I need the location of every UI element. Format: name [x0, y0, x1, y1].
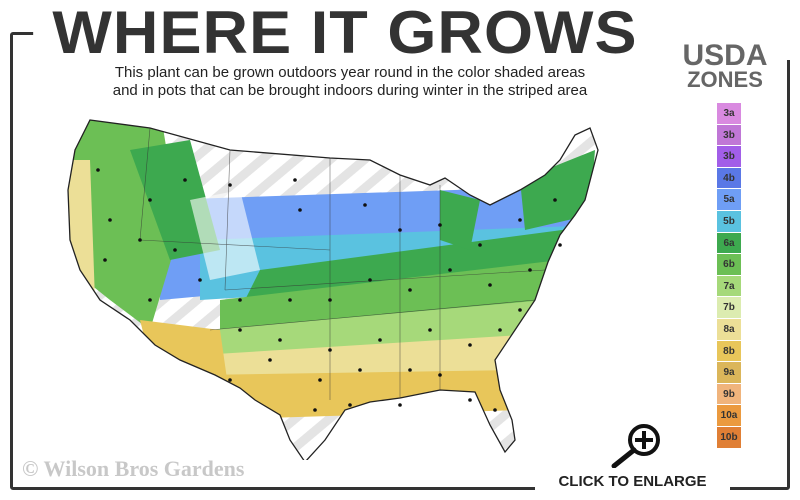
- legend-zone-3a: 3a: [717, 103, 741, 125]
- state-borders: [139, 127, 546, 400]
- legend-zone-5a: 5a: [717, 189, 741, 211]
- city-dot: [103, 258, 107, 262]
- legend-zone-4b: 4b: [717, 167, 741, 190]
- city-dot: [358, 368, 362, 372]
- city-dot: [398, 403, 402, 407]
- usda-zone-map[interactable]: [40, 110, 600, 460]
- legend-backdrop: [655, 20, 795, 60]
- city-dot: [558, 243, 562, 247]
- city-dot: [398, 228, 402, 232]
- subtitle-line-1: This plant can be grown outdoors year ro…: [114, 64, 586, 81]
- city-dot: [428, 328, 432, 332]
- legend-title: USDA ZONES: [660, 39, 790, 92]
- city-dot: [448, 268, 452, 272]
- city-dot: [438, 373, 442, 377]
- city-dot: [468, 343, 472, 347]
- city-dot: [408, 288, 412, 292]
- map-regions: [68, 120, 598, 460]
- city-dot: [528, 268, 532, 272]
- city-dot: [96, 168, 100, 172]
- legend-zone-8b: 8b: [717, 340, 741, 363]
- city-dot: [108, 218, 112, 222]
- city-dot: [173, 248, 177, 252]
- city-dot: [238, 298, 242, 302]
- legend-zone-7a: 7a: [717, 275, 741, 298]
- city-dot: [368, 278, 372, 282]
- city-dot: [518, 218, 522, 222]
- city-dot: [328, 298, 332, 302]
- subtitle: This plant can be grown outdoors year ro…: [40, 64, 660, 100]
- legend-title-zones: ZONES: [687, 67, 763, 92]
- city-dot: [378, 338, 382, 342]
- legend-zone-5b: 5b: [717, 210, 741, 233]
- city-dot: [498, 328, 502, 332]
- city-dot: [318, 378, 322, 382]
- city-dot: [298, 208, 302, 212]
- city-dot: [138, 238, 142, 242]
- city-dot: [348, 403, 352, 407]
- legend-zone-3b: 3b: [717, 124, 741, 147]
- legend-zone-3b: 3b: [717, 146, 741, 168]
- city-dot: [148, 198, 152, 202]
- city-dot: [238, 328, 242, 332]
- page-title: WHERE IT GROWS: [33, 0, 657, 66]
- subtitle-line-2: and in pots that can be brought indoors …: [112, 82, 588, 99]
- city-dot: [228, 378, 232, 382]
- legend-zone-10a: 10a: [717, 405, 741, 427]
- legend-zone-6b: 6b: [717, 254, 741, 276]
- city-dot: [278, 338, 282, 342]
- city-dot: [198, 278, 202, 282]
- legend-zone-6a: 6a: [717, 232, 741, 255]
- legend-zone-8a: 8a: [717, 318, 741, 341]
- city-dot: [313, 408, 317, 412]
- legend-title-usda: USDA: [682, 39, 768, 72]
- legend-zone-9b: 9b: [717, 383, 741, 406]
- click-to-enlarge-button[interactable]: CLICK TO ENLARGE: [535, 468, 730, 500]
- us-outline: [67, 119, 599, 460]
- city-dot: [293, 178, 297, 182]
- city-dot: [408, 368, 412, 372]
- city-dot: [183, 178, 187, 182]
- watermark: © Wilson Bros Gardens: [22, 456, 245, 481]
- city-dot: [488, 283, 492, 287]
- city-dot: [518, 308, 522, 312]
- city-dot: [468, 398, 472, 402]
- city-dot: [288, 298, 292, 302]
- zone-legend: 3a 3b 3b 4b 5a 5b 6a 6b 7a 7b 8a 8b 9a 9b 10a 10b: [717, 103, 741, 449]
- city-dot: [553, 198, 557, 202]
- legend-zone-9a: 9a: [717, 362, 741, 384]
- city-dot: [228, 183, 232, 187]
- city-dot: [493, 408, 497, 412]
- city-dot: [478, 243, 482, 247]
- legend-zone-10b: 10b: [717, 426, 741, 449]
- city-markers: [96, 168, 562, 412]
- city-dot: [268, 358, 272, 362]
- city-dot: [438, 223, 442, 227]
- legend-zone-7b: 7b: [717, 297, 741, 319]
- city-dot: [148, 298, 152, 302]
- city-dot: [328, 348, 332, 352]
- city-dot: [363, 203, 367, 207]
- magnifier-plus-icon[interactable]: [608, 422, 664, 468]
